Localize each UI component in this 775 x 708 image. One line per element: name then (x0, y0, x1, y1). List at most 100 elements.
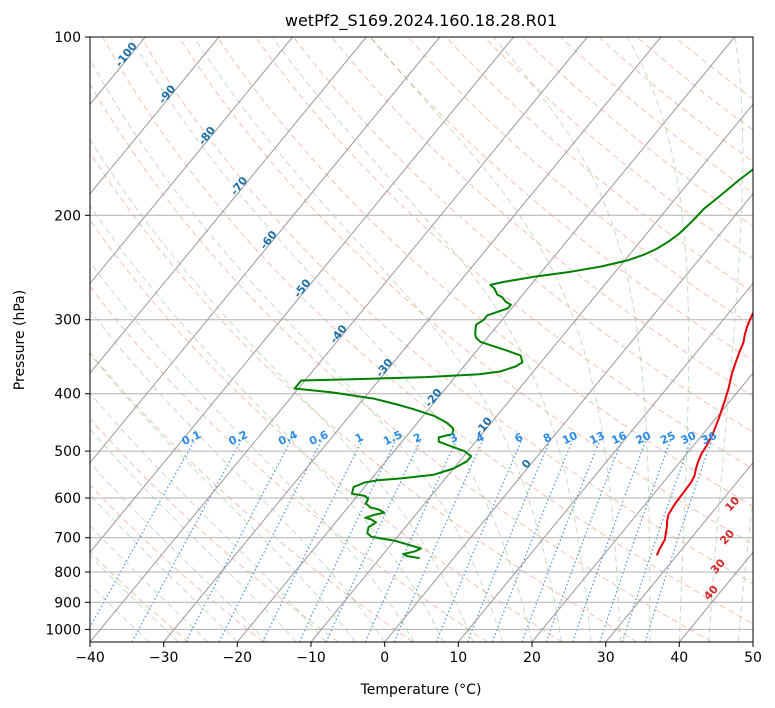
y-tick-label: 100 (54, 30, 81, 46)
isotherm (605, 461, 753, 642)
moist-adiabat (737, 495, 753, 642)
mixing-ratio-label: 16 (610, 429, 630, 447)
isotherm (90, 37, 367, 374)
plot-area: 0.1 0.2 0.4 0.6 1 1.5 2 3 4 6 8 10 13 16 20 25 30 36-100-… (90, 37, 753, 642)
mixing-ratio-label: 36 (699, 429, 719, 447)
dry-adiabat (140, 37, 753, 585)
isotherm (384, 193, 753, 642)
moist-adiabat (626, 37, 690, 642)
dry-adiabat (445, 37, 753, 293)
mixing-ratio-line (218, 440, 323, 642)
mixing-ratio-line (644, 440, 713, 642)
mixing-ratio-label: 30 (679, 429, 699, 447)
dry-adiabat (483, 37, 753, 260)
mixing-ratio-line (325, 440, 421, 642)
y-tick-label: 400 (54, 387, 81, 403)
moist-adiabat (493, 37, 651, 642)
dry-adiabats (90, 37, 753, 642)
mixing-ratio-label: 25 (658, 429, 677, 447)
isotherm (163, 37, 662, 642)
moist-adiabat (90, 138, 474, 642)
chart-title: wetPf2_S169.2024.160.18.28.R01 (285, 11, 557, 31)
moist-adiabats (90, 37, 753, 642)
x-tick-label: 0 (380, 650, 389, 666)
isotherm (236, 37, 735, 642)
dry-adiabat (369, 37, 753, 362)
isotherm (531, 372, 753, 642)
isotherm (90, 37, 293, 285)
moist-adiabat (90, 353, 356, 642)
plot-frame (89, 36, 754, 643)
moist-adiabat (90, 428, 297, 642)
moist-adiabat (129, 37, 533, 642)
mixing-ratio-line (298, 440, 397, 642)
isotherm (90, 37, 588, 642)
y-tick-label: 500 (54, 444, 81, 460)
x-tick-label: 10 (449, 650, 467, 666)
moist-adiabat (90, 309, 386, 642)
moist-adiabat (90, 260, 415, 642)
dry-adiabat (522, 37, 753, 227)
x-tick-label: 40 (670, 650, 688, 666)
moist-adiabat (708, 37, 744, 642)
moist-adiabat (90, 58, 503, 642)
dry-adiabat (178, 37, 753, 546)
mixing-ratio-line (435, 440, 523, 642)
mixing-ratio-line (90, 440, 195, 629)
dry-adiabat (331, 37, 753, 397)
dry-adiabat (90, 219, 563, 642)
sounding-series (293, 168, 753, 560)
y-axis-label: Pressure (hPa) (12, 290, 28, 390)
moist-adiabat (271, 37, 592, 642)
dry-adiabat (216, 37, 753, 507)
x-tick-label: −10 (296, 650, 326, 666)
x-axis-ticks: −40 −30 −20 −10 0 10 20 30 40 50 (75, 642, 762, 666)
mixing-ratio-label: 10 (560, 429, 580, 447)
x-tick-label: 50 (744, 650, 762, 666)
x-tick-label: −20 (223, 650, 253, 666)
x-tick-label: −40 (75, 650, 105, 666)
grid-lines (90, 37, 753, 630)
dewpoint-line (293, 168, 753, 560)
mixing-ratio-lines (90, 440, 713, 642)
moist-adiabat (90, 524, 209, 642)
isotherm (90, 37, 514, 554)
mixing-ratio-line (491, 440, 574, 642)
x-tick-label: −30 (149, 650, 179, 666)
y-tick-label: 200 (54, 208, 81, 224)
y-tick-label: 1000 (45, 622, 81, 638)
mixing-ratio-line (364, 440, 457, 642)
mixing-ratio-line (185, 440, 292, 642)
dry-adiabat (90, 151, 638, 642)
y-tick-label: 300 (54, 313, 81, 329)
mixing-ratio-line (466, 440, 551, 642)
x-axis-label: Temperature (°C) (360, 682, 482, 698)
dry-adiabat (90, 417, 339, 642)
dry-adiabat (293, 37, 753, 433)
isotherm (457, 282, 753, 642)
mixing-ratio-label: 13 (588, 429, 607, 447)
y-tick-label: 900 (54, 595, 81, 611)
isotherm (90, 37, 441, 464)
mixing-ratio-line (621, 440, 692, 642)
isotherm (90, 37, 220, 195)
mixing-ratio-line (393, 440, 484, 642)
moist-adiabat (90, 462, 268, 642)
y-tick-label: 600 (54, 491, 81, 507)
x-tick-label: 20 (523, 650, 541, 666)
y-axis-ticks: 100 200 300 400 500 600 700 800 900 1000 (45, 30, 90, 638)
dry-adiabat (90, 285, 488, 642)
y-tick-label: 700 (54, 531, 81, 547)
mixing-ratio-label: 20 (634, 429, 654, 447)
dry-adiabat (90, 484, 264, 642)
mixing-ratio-line (262, 440, 363, 642)
y-tick-label: 800 (54, 565, 81, 581)
skewed-isotherms (90, 37, 753, 642)
x-tick-label: 30 (597, 650, 615, 666)
moist-adiabat (90, 204, 445, 642)
moist-adiabat (90, 494, 238, 642)
dry-adiabat (90, 83, 712, 642)
temperature-line (655, 311, 753, 556)
